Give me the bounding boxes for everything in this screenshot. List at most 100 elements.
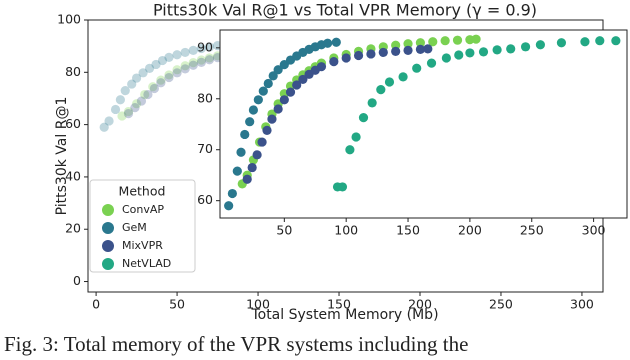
point bbox=[240, 129, 250, 140]
point bbox=[257, 137, 267, 147]
legend-label: MixVPR bbox=[122, 239, 163, 252]
point bbox=[242, 174, 252, 184]
legend-marker bbox=[102, 258, 114, 270]
point bbox=[247, 162, 257, 173]
point bbox=[172, 68, 182, 78]
point bbox=[268, 71, 278, 81]
point bbox=[506, 44, 516, 54]
point bbox=[595, 36, 605, 46]
point bbox=[196, 57, 206, 67]
x-tick-label: 50 bbox=[169, 297, 185, 312]
point bbox=[353, 50, 364, 61]
point bbox=[204, 53, 215, 63]
point bbox=[164, 72, 174, 83]
point bbox=[204, 55, 215, 65]
point bbox=[127, 79, 137, 89]
point bbox=[227, 188, 237, 199]
point bbox=[471, 34, 481, 44]
point bbox=[273, 65, 283, 75]
point bbox=[110, 104, 121, 115]
legend-marker bbox=[102, 222, 114, 234]
point bbox=[580, 37, 590, 47]
point bbox=[263, 78, 273, 89]
point bbox=[611, 36, 621, 46]
point bbox=[151, 59, 161, 70]
point bbox=[140, 89, 150, 100]
point bbox=[412, 63, 422, 73]
point bbox=[224, 201, 234, 211]
legend-label: NetVLAD bbox=[122, 257, 171, 270]
caption: Fig. 3: Total memory of the VPR systems … bbox=[4, 332, 468, 356]
point bbox=[292, 80, 302, 90]
point bbox=[267, 114, 277, 124]
x-tick-label: 100 bbox=[246, 297, 270, 312]
point bbox=[367, 98, 377, 108]
x-tick-label: 250 bbox=[520, 223, 544, 238]
point bbox=[358, 113, 369, 123]
point bbox=[535, 40, 546, 50]
y-axis-label: Pitts30k Val R@1 bbox=[54, 97, 70, 216]
point bbox=[366, 49, 376, 59]
point bbox=[172, 50, 182, 60]
point bbox=[452, 35, 463, 45]
point bbox=[440, 36, 450, 46]
legend-box bbox=[89, 179, 196, 273]
point bbox=[403, 45, 413, 55]
y-tick-label: 100 bbox=[57, 12, 81, 27]
point bbox=[232, 166, 242, 176]
y-tick-label: 40 bbox=[65, 168, 81, 183]
point bbox=[136, 96, 147, 106]
point bbox=[492, 45, 502, 55]
point bbox=[144, 63, 155, 73]
y-tick-label: 60 bbox=[197, 192, 213, 207]
y-tick-label: 90 bbox=[197, 39, 213, 54]
point bbox=[454, 50, 464, 60]
point bbox=[180, 61, 190, 71]
point bbox=[188, 45, 198, 55]
point bbox=[148, 82, 158, 92]
point bbox=[131, 73, 142, 83]
y-tick-label: 80 bbox=[65, 64, 81, 79]
point bbox=[196, 55, 206, 65]
x-tick-label: 100 bbox=[334, 223, 358, 238]
point bbox=[188, 58, 198, 68]
point bbox=[164, 70, 174, 80]
point bbox=[391, 46, 401, 56]
point bbox=[378, 47, 388, 58]
point bbox=[428, 37, 438, 47]
point bbox=[262, 125, 272, 135]
x-tick-label: 300 bbox=[582, 223, 606, 238]
legend-title: Method bbox=[119, 184, 166, 199]
x-tick-label: 150 bbox=[396, 223, 420, 238]
x-tick-label: 200 bbox=[458, 223, 482, 238]
point bbox=[180, 47, 190, 58]
point bbox=[279, 95, 289, 105]
point bbox=[441, 53, 451, 63]
point bbox=[123, 106, 134, 117]
point bbox=[156, 75, 166, 85]
point bbox=[164, 52, 174, 63]
plot-area bbox=[219, 29, 628, 219]
x-tick-label: 200 bbox=[408, 297, 432, 312]
point bbox=[298, 74, 308, 85]
point bbox=[426, 58, 437, 68]
point bbox=[130, 103, 140, 113]
x-tick-label: 150 bbox=[327, 297, 351, 312]
point bbox=[415, 38, 426, 48]
point bbox=[115, 95, 125, 105]
point bbox=[120, 86, 130, 96]
legend-marker bbox=[102, 204, 114, 216]
point bbox=[323, 38, 333, 48]
point bbox=[248, 105, 259, 115]
point bbox=[253, 95, 263, 105]
point bbox=[117, 111, 127, 121]
point bbox=[331, 37, 341, 47]
point bbox=[337, 182, 348, 192]
chart-title: Pitts30k Val R@1 vs Total VPR Memory (γ … bbox=[153, 1, 537, 20]
x-axis-label: Total System Memory (Mb) bbox=[250, 307, 438, 323]
point bbox=[376, 85, 386, 95]
point bbox=[520, 42, 531, 52]
point bbox=[99, 122, 109, 132]
point bbox=[196, 43, 206, 54]
